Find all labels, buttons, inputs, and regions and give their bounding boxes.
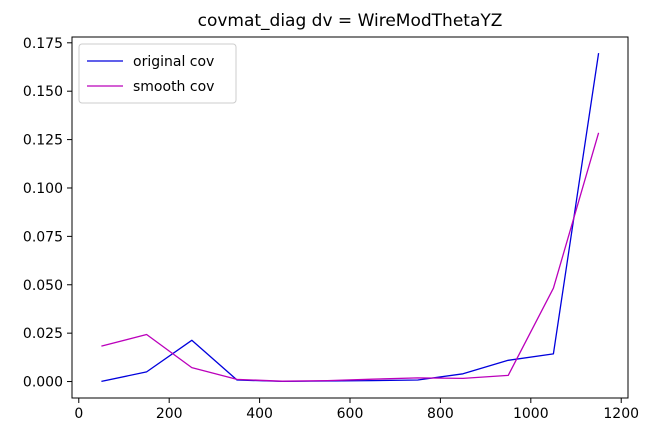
series-line-original-cov: [101, 53, 600, 383]
chart-title: covmat_diag dv = WireModThetaYZ: [198, 11, 503, 31]
x-tick-label: 600: [337, 406, 364, 422]
legend-label-original-cov: original cov: [133, 54, 214, 70]
y-tick-label: 0.075: [23, 229, 63, 245]
x-tick-label: 1200: [603, 406, 639, 422]
y-tick-label: 0.050: [23, 278, 63, 294]
x-tick-label: 800: [427, 406, 454, 422]
x-tick-label: 200: [156, 406, 183, 422]
y-tick-label: 0.175: [23, 36, 63, 52]
x-tick-label: 1000: [513, 406, 549, 422]
legend: original cov smooth cov: [78, 43, 237, 104]
series-layer: [101, 53, 600, 383]
y-tick-label: 0.150: [23, 84, 63, 100]
y-tick-label: 0.025: [23, 326, 63, 342]
y-tick-label: 0.100: [23, 181, 63, 197]
y-tick-label: 0.000: [23, 375, 63, 391]
series-line-smooth-cov: [101, 132, 600, 382]
y-axis: 0.000 0.025 0.050 0.075 0.100 0.125 0.150 0.175: [23, 36, 72, 391]
x-tick-label: 0: [74, 406, 83, 422]
x-axis: 0 200 400 600 800 1000 1200: [74, 398, 639, 422]
y-tick-label: 0.125: [23, 133, 63, 149]
legend-box: [78, 43, 237, 104]
x-tick-label: 400: [246, 406, 273, 422]
legend-label-smooth-cov: smooth cov: [133, 79, 214, 95]
